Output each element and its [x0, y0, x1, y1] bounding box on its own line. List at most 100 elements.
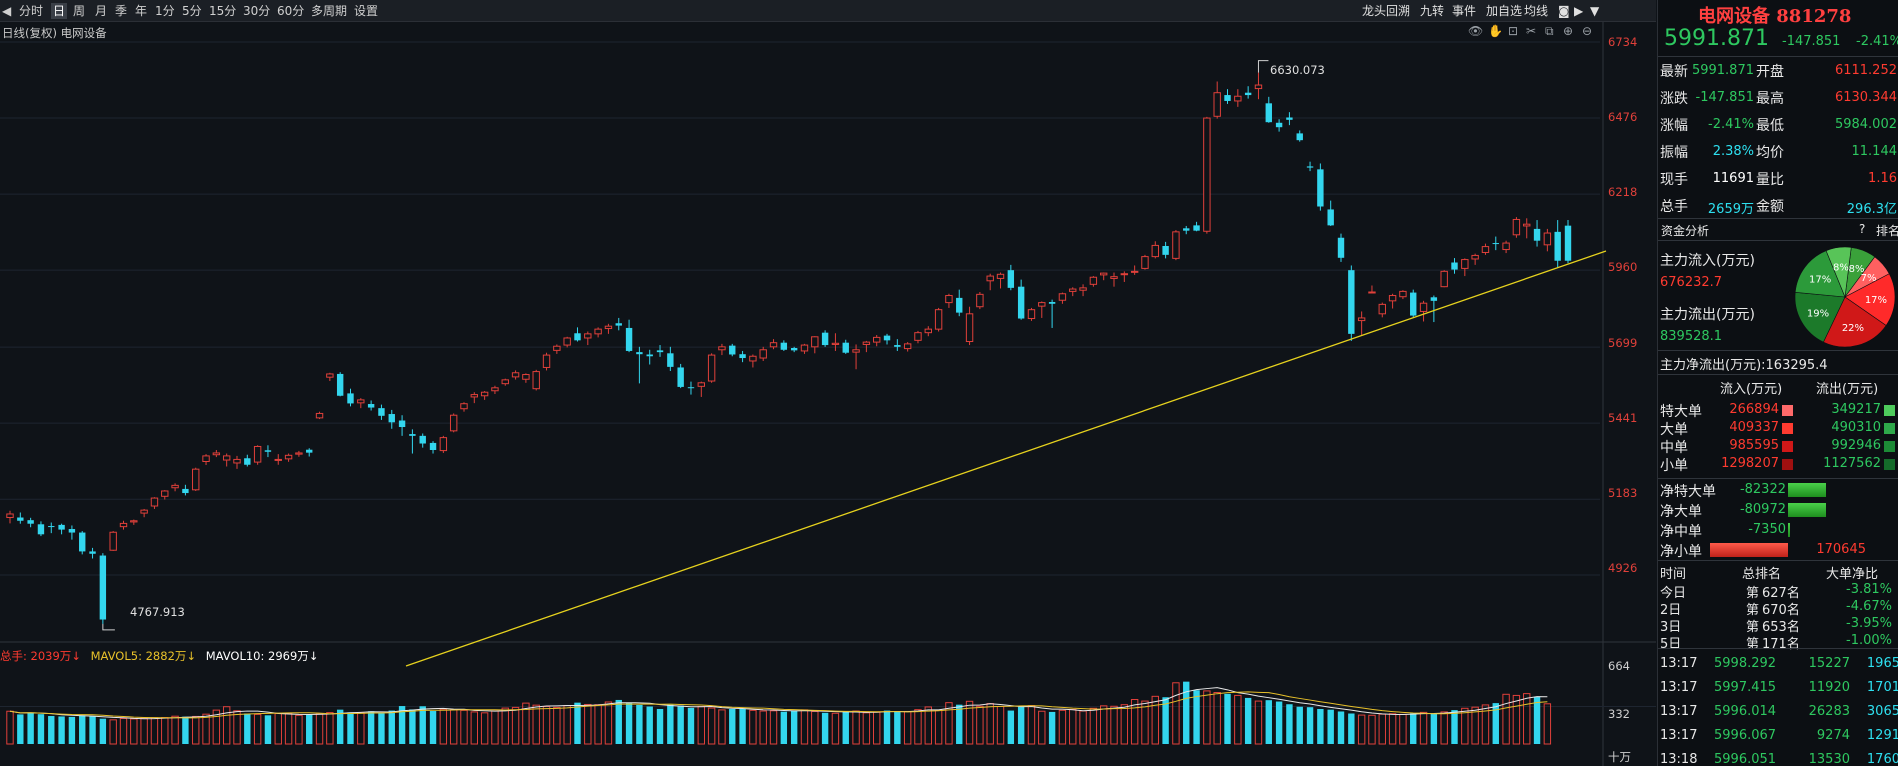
candle-body	[873, 336, 881, 343]
volume-bar	[1419, 711, 1428, 745]
events-button[interactable]: 事件	[1452, 4, 1477, 18]
period-tab-5min[interactable]: 5分	[182, 4, 202, 18]
tick-amount: 3065	[1866, 704, 1898, 719]
dragon-review-button[interactable]: 龙头回溯	[1362, 4, 1411, 18]
rank-button[interactable]: 排名	[1876, 224, 1898, 238]
candle-body	[894, 345, 901, 347]
ratio-header: 大单净比	[1826, 567, 1879, 582]
tick-price: 5997.415	[1714, 680, 1777, 695]
price-tick: 5183	[1608, 486, 1638, 500]
hand-icon[interactable]: ✋	[1488, 24, 1503, 38]
volume-bar	[1471, 706, 1479, 745]
volume-bar	[1213, 691, 1221, 745]
tick-time: 13:17	[1660, 728, 1698, 743]
candle-body	[37, 524, 45, 535]
kline-chart[interactable]	[0, 22, 1656, 766]
quote-label: 金额	[1756, 199, 1784, 215]
candle-body	[119, 522, 128, 528]
volume-bar	[1399, 713, 1407, 745]
volume-bar	[48, 715, 55, 744]
moving-average-button[interactable]: 均线	[1524, 4, 1549, 18]
multi-period-button[interactable]: 多周期	[311, 4, 348, 18]
volume-bar	[625, 702, 633, 744]
volume-bar	[17, 714, 24, 744]
period-tab-season[interactable]: 季	[115, 4, 128, 18]
quote-label: 振幅	[1660, 145, 1688, 161]
volume-bar	[1120, 704, 1129, 745]
volume-bar	[1007, 710, 1015, 744]
add-watchlist-button[interactable]: 加自选	[1486, 4, 1523, 18]
period-tab-year[interactable]: 年	[135, 4, 148, 18]
volume-bar	[274, 713, 282, 745]
tick-price: 5996.014	[1714, 704, 1777, 719]
period-tab-1min[interactable]: 1分	[155, 4, 175, 18]
volume-bar	[636, 704, 643, 744]
volume-bar	[1265, 700, 1272, 744]
candle-body	[347, 393, 354, 404]
candle-body	[707, 354, 716, 382]
volume-bar	[326, 712, 334, 745]
camera-icon[interactable]: ◙	[1558, 4, 1570, 18]
overlay-icon[interactable]: ⧉	[1545, 24, 1554, 38]
volume-bar	[182, 716, 189, 744]
volume-bar	[1481, 704, 1490, 745]
volume-bar	[749, 709, 757, 745]
tick-price: 5996.051	[1714, 752, 1777, 766]
flow-out-value: 992946	[1831, 438, 1881, 453]
candle-body	[1481, 246, 1490, 253]
period-tab-timeshare[interactable]: 分时	[19, 4, 44, 18]
zoom-in-icon[interactable]: ⊕	[1563, 24, 1574, 38]
candle-body	[491, 387, 499, 392]
candle-body	[584, 333, 592, 339]
candle-body	[1471, 254, 1479, 260]
candle-body	[1410, 292, 1417, 316]
rank-day: 5日	[1660, 637, 1682, 652]
period-tab-week[interactable]: 周	[73, 4, 86, 18]
toolbar-back-icon[interactable]: ◀	[2, 4, 12, 18]
candle-body	[1017, 286, 1025, 319]
candle-body	[1193, 225, 1200, 231]
zoom-out-icon[interactable]: ⊖	[1582, 24, 1593, 38]
candle-body	[1234, 95, 1242, 102]
tick-amount: 1965	[1866, 656, 1898, 671]
candle-body	[1388, 295, 1397, 302]
pie-slice	[1794, 291, 1846, 343]
candle-body	[326, 373, 334, 378]
settings-button[interactable]: 设置	[354, 4, 379, 18]
volume-bar	[99, 718, 107, 744]
eye-icon[interactable]: 👁	[1468, 24, 1484, 38]
volume-bar	[1027, 705, 1036, 745]
volume-bar	[336, 709, 344, 744]
volume-bar	[1533, 696, 1541, 744]
candle-body	[636, 352, 643, 355]
volume-bar	[212, 709, 221, 745]
period-tab-15min[interactable]: 15分	[209, 4, 237, 18]
volume-bar	[1410, 713, 1417, 744]
volume-bar	[89, 716, 96, 744]
volume-bar	[821, 712, 829, 744]
candle-body	[17, 517, 24, 521]
candle-body	[1306, 166, 1314, 168]
forward-icon[interactable]: ▶	[1574, 4, 1584, 18]
candle-body	[109, 531, 117, 551]
volume-bar	[1388, 713, 1397, 745]
candle-body	[759, 349, 767, 359]
flow-out-swatch	[1884, 441, 1895, 452]
period-tab-day[interactable]: 日	[51, 3, 68, 19]
quote-value: 11.144	[1851, 144, 1898, 159]
help-icon[interactable]: ?	[1859, 222, 1866, 236]
volume-bar	[409, 709, 416, 744]
dropdown-icon[interactable]: ▼	[1590, 4, 1600, 18]
lock-icon[interactable]: ⊡	[1508, 24, 1519, 38]
net-value: -80972	[1739, 502, 1786, 517]
volume-bar	[1151, 695, 1159, 745]
candle-body	[1286, 117, 1293, 120]
nine-turn-button[interactable]: 九转	[1420, 4, 1445, 18]
period-tab-60min[interactable]: 60分	[277, 4, 305, 18]
volume-bar	[687, 707, 695, 744]
candle-body	[522, 374, 530, 380]
period-tab-30min[interactable]: 30分	[243, 4, 271, 18]
period-tab-month[interactable]: 月	[95, 4, 108, 18]
scissors-icon[interactable]: ✂	[1526, 24, 1537, 38]
candle-body	[542, 354, 551, 368]
